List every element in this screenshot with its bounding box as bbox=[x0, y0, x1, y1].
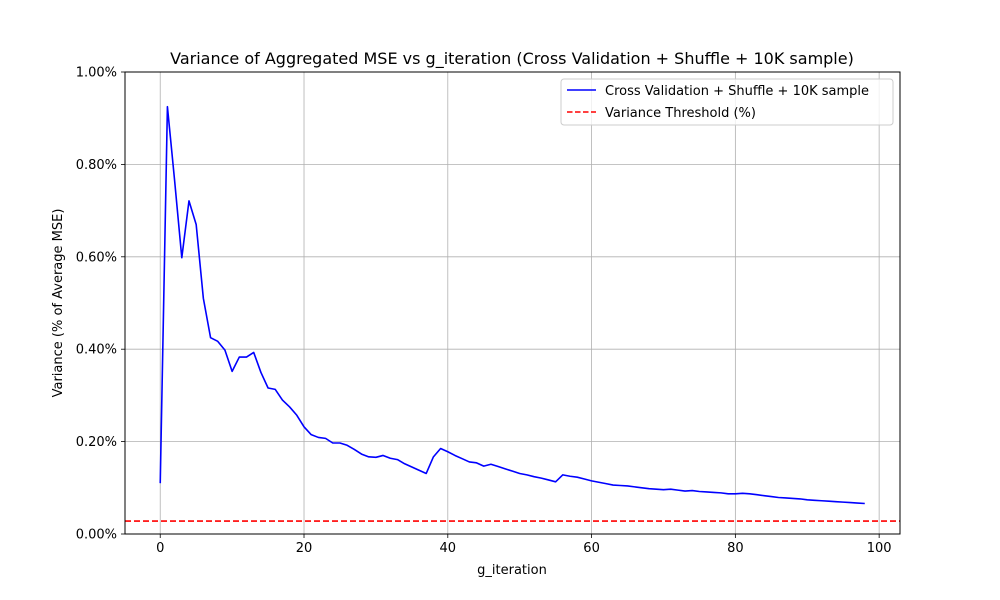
x-tick-label: 40 bbox=[440, 541, 457, 556]
y-tick-label: 0.60% bbox=[76, 250, 117, 265]
plot-frame bbox=[124, 71, 901, 535]
legend-box bbox=[560, 78, 894, 126]
x-tick-label: 20 bbox=[296, 541, 313, 556]
y-tick-label: 0.40% bbox=[76, 343, 117, 358]
y-axis-label: Variance (% of Average MSE) bbox=[51, 209, 66, 398]
y-tick-label: 1.00% bbox=[76, 66, 117, 81]
y-tick-label: 0.20% bbox=[76, 435, 117, 450]
legend-label-threshold: Variance Threshold (%) bbox=[605, 106, 756, 121]
x-tick-label: 0 bbox=[156, 541, 164, 556]
y-tick-label: 0.00% bbox=[76, 528, 117, 543]
plot-series bbox=[125, 105, 900, 522]
legend-label-cv: Cross Validation + Shuffle + 10K sample bbox=[605, 84, 869, 99]
x-tick-label: 60 bbox=[583, 541, 600, 556]
y-tick-label: 0.80% bbox=[76, 158, 117, 173]
x-axis-label: g_iteration bbox=[477, 563, 547, 578]
cv-shuffle-10k-series-line bbox=[159, 105, 865, 505]
chart-title: Variance of Aggregated MSE vs g_iteratio… bbox=[170, 49, 854, 69]
legend: Cross Validation + Shuffle + 10K sample … bbox=[560, 78, 894, 126]
axis-ticks: 0 20 40 60 80 100 0.00% 0.20% 0.40% 0.60% 0.80% 1.0… bbox=[76, 66, 892, 557]
x-tick-label: 100 bbox=[867, 541, 892, 556]
x-tick-label: 80 bbox=[727, 541, 744, 556]
